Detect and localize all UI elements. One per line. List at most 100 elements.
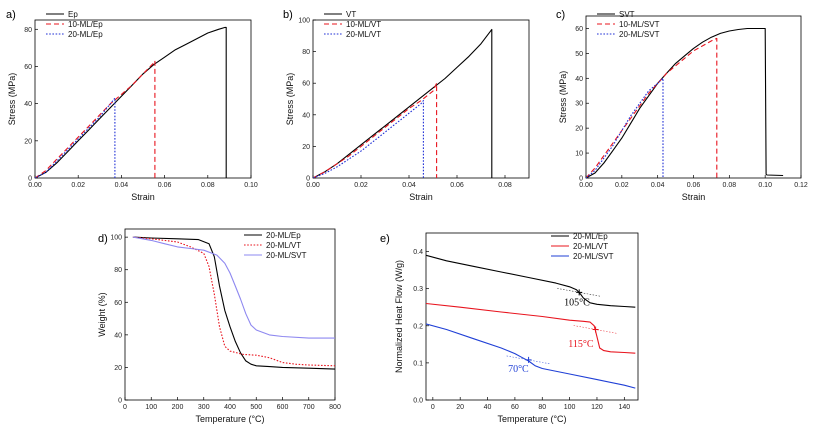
x-tick-label: 200 [172, 404, 184, 411]
legend-label: 20-ML/Ep [573, 232, 608, 241]
x-axis-label: Strain [131, 192, 155, 202]
x-tick-label: 0.06 [687, 182, 701, 189]
x-tick-label: 0 [123, 404, 127, 411]
x-axis-label: Temperature (°C) [195, 414, 264, 424]
series-line-20-ml-ep [132, 236, 335, 370]
legend-label: 20-ML/SVT [573, 252, 614, 261]
x-axis-label: Strain [682, 192, 706, 202]
y-tick-label: 80 [24, 27, 32, 34]
x-axis-label: Strain [409, 192, 433, 202]
legend-label: Ep [68, 10, 78, 19]
chart-panel-b: b) 0.00 0.02 0.04 0.06 0.08 0 20 40 60 80 100 Strain… [283, 9, 530, 202]
y-tick-label: 0 [579, 176, 583, 183]
series-line-20-ml-ep [35, 97, 116, 178]
chart-panel-c: c) 0.00 0.02 0.04 0.06 0.08 0.10 0.12 0 10 20 30 40 5… [556, 9, 808, 202]
legend-label: 10-ML/VT [346, 20, 381, 29]
y-tick-label: 10 [575, 151, 583, 158]
plot-frame [34, 19, 252, 179]
x-tick-label: 0.00 [306, 182, 320, 189]
chart-panel-e: e) 0 20 40 60 80 100 120 140 0.0 0.1 0.2 0.3 0.4 Tempe… [380, 232, 639, 424]
y-tick-label: 0 [306, 176, 310, 183]
x-tick-label: 140 [618, 404, 630, 411]
x-tick-label: 100 [145, 404, 157, 411]
y-tick-label: 40 [302, 112, 310, 119]
y-tick-label: 20 [575, 126, 583, 133]
legend-label: 20-ML/SVT [266, 251, 307, 260]
y-tick-label: 40 [24, 101, 32, 108]
y-tick-label: 0.2 [413, 323, 423, 330]
y-tick-label: 50 [575, 51, 583, 58]
y-tick-label: 0 [28, 176, 32, 183]
series-line-20-ml-ep [426, 254, 636, 308]
x-tick-label: 60 [511, 404, 519, 411]
y-tick-label: 0.4 [413, 249, 423, 256]
x-tick-label: 100 [564, 404, 576, 411]
x-tick-label: 0 [431, 404, 435, 411]
x-tick-label: 0.00 [579, 182, 593, 189]
series-line-20-ml-svt [132, 236, 335, 339]
series-line-20-ml-svt [426, 323, 636, 389]
annotation-label: 70°C [508, 364, 529, 375]
x-tick-label: 0.02 [71, 182, 85, 189]
series-line-10-ml-vt [313, 82, 438, 178]
legend-label: SVT [619, 10, 635, 19]
x-tick-label: 500 [250, 404, 262, 411]
y-tick-label: 20 [24, 138, 32, 145]
x-tick-label: 800 [329, 404, 341, 411]
y-tick-label: 40 [575, 76, 583, 83]
chart-panel-d: d) 0 100 200 300 400 500 600 700 800 0 20 40 60 80 100 T… [97, 228, 341, 424]
legend-label: 10-ML/SVT [619, 20, 660, 29]
y-axis-label: Weight (%) [97, 292, 107, 336]
panel-label: d) [98, 233, 108, 245]
x-tick-label: 400 [224, 404, 236, 411]
y-tick-label: 40 [114, 332, 122, 339]
y-tick-label: 60 [302, 81, 310, 88]
y-tick-label: 20 [302, 144, 310, 151]
series-line-10-ml-ep [35, 60, 156, 178]
legend-label: 10-ML/Ep [68, 20, 103, 29]
x-tick-label: 0.00 [28, 182, 42, 189]
series-line-10-ml-svt [586, 37, 718, 178]
panel-label: a) [6, 9, 16, 21]
x-tick-label: 0.04 [115, 182, 129, 189]
x-tick-label: 0.06 [450, 182, 464, 189]
series-line-svt [586, 27, 784, 178]
panel-label: c) [556, 9, 565, 21]
annotation-label: 105°C [564, 297, 590, 308]
x-tick-label: 20 [456, 404, 464, 411]
legend-label: VT [346, 10, 356, 19]
x-tick-label: 0.08 [723, 182, 737, 189]
series-line-vt [313, 28, 493, 178]
plot-frame [312, 19, 530, 179]
x-tick-label: 0.08 [498, 182, 512, 189]
tangent-line [557, 288, 602, 297]
y-tick-label: 20 [114, 365, 122, 372]
x-tick-label: 300 [198, 404, 210, 411]
x-tick-label: 700 [303, 404, 315, 411]
series-line-20-ml-vt [313, 100, 424, 178]
x-tick-label: 0.10 [758, 182, 772, 189]
y-axis-label: Normalized Heat Flow (W/g) [394, 260, 404, 373]
series-line-20-ml-vt [132, 236, 335, 367]
y-tick-label: 60 [575, 26, 583, 33]
x-tick-label: 0.04 [651, 182, 665, 189]
tangent-line [506, 355, 551, 365]
x-tick-label: 0.04 [402, 182, 416, 189]
y-tick-label: 100 [110, 235, 122, 242]
plot-frame [585, 15, 802, 179]
legend-label: 20-ML/Ep [266, 231, 301, 240]
y-tick-label: 60 [24, 64, 32, 71]
x-tick-label: 0.08 [201, 182, 215, 189]
annotation-label: 115°C [568, 339, 594, 350]
series-line-20-ml-svt [586, 77, 664, 178]
x-tick-label: 80 [538, 404, 546, 411]
series-line-ep [35, 26, 227, 178]
plot-frame [425, 232, 639, 401]
x-tick-label: 120 [591, 404, 603, 411]
y-tick-label: 60 [114, 300, 122, 307]
y-tick-label: 100 [298, 18, 310, 25]
x-tick-label: 0.10 [244, 182, 258, 189]
legend-label: 20-ML/SVT [619, 30, 660, 39]
y-tick-label: 0 [118, 398, 122, 405]
